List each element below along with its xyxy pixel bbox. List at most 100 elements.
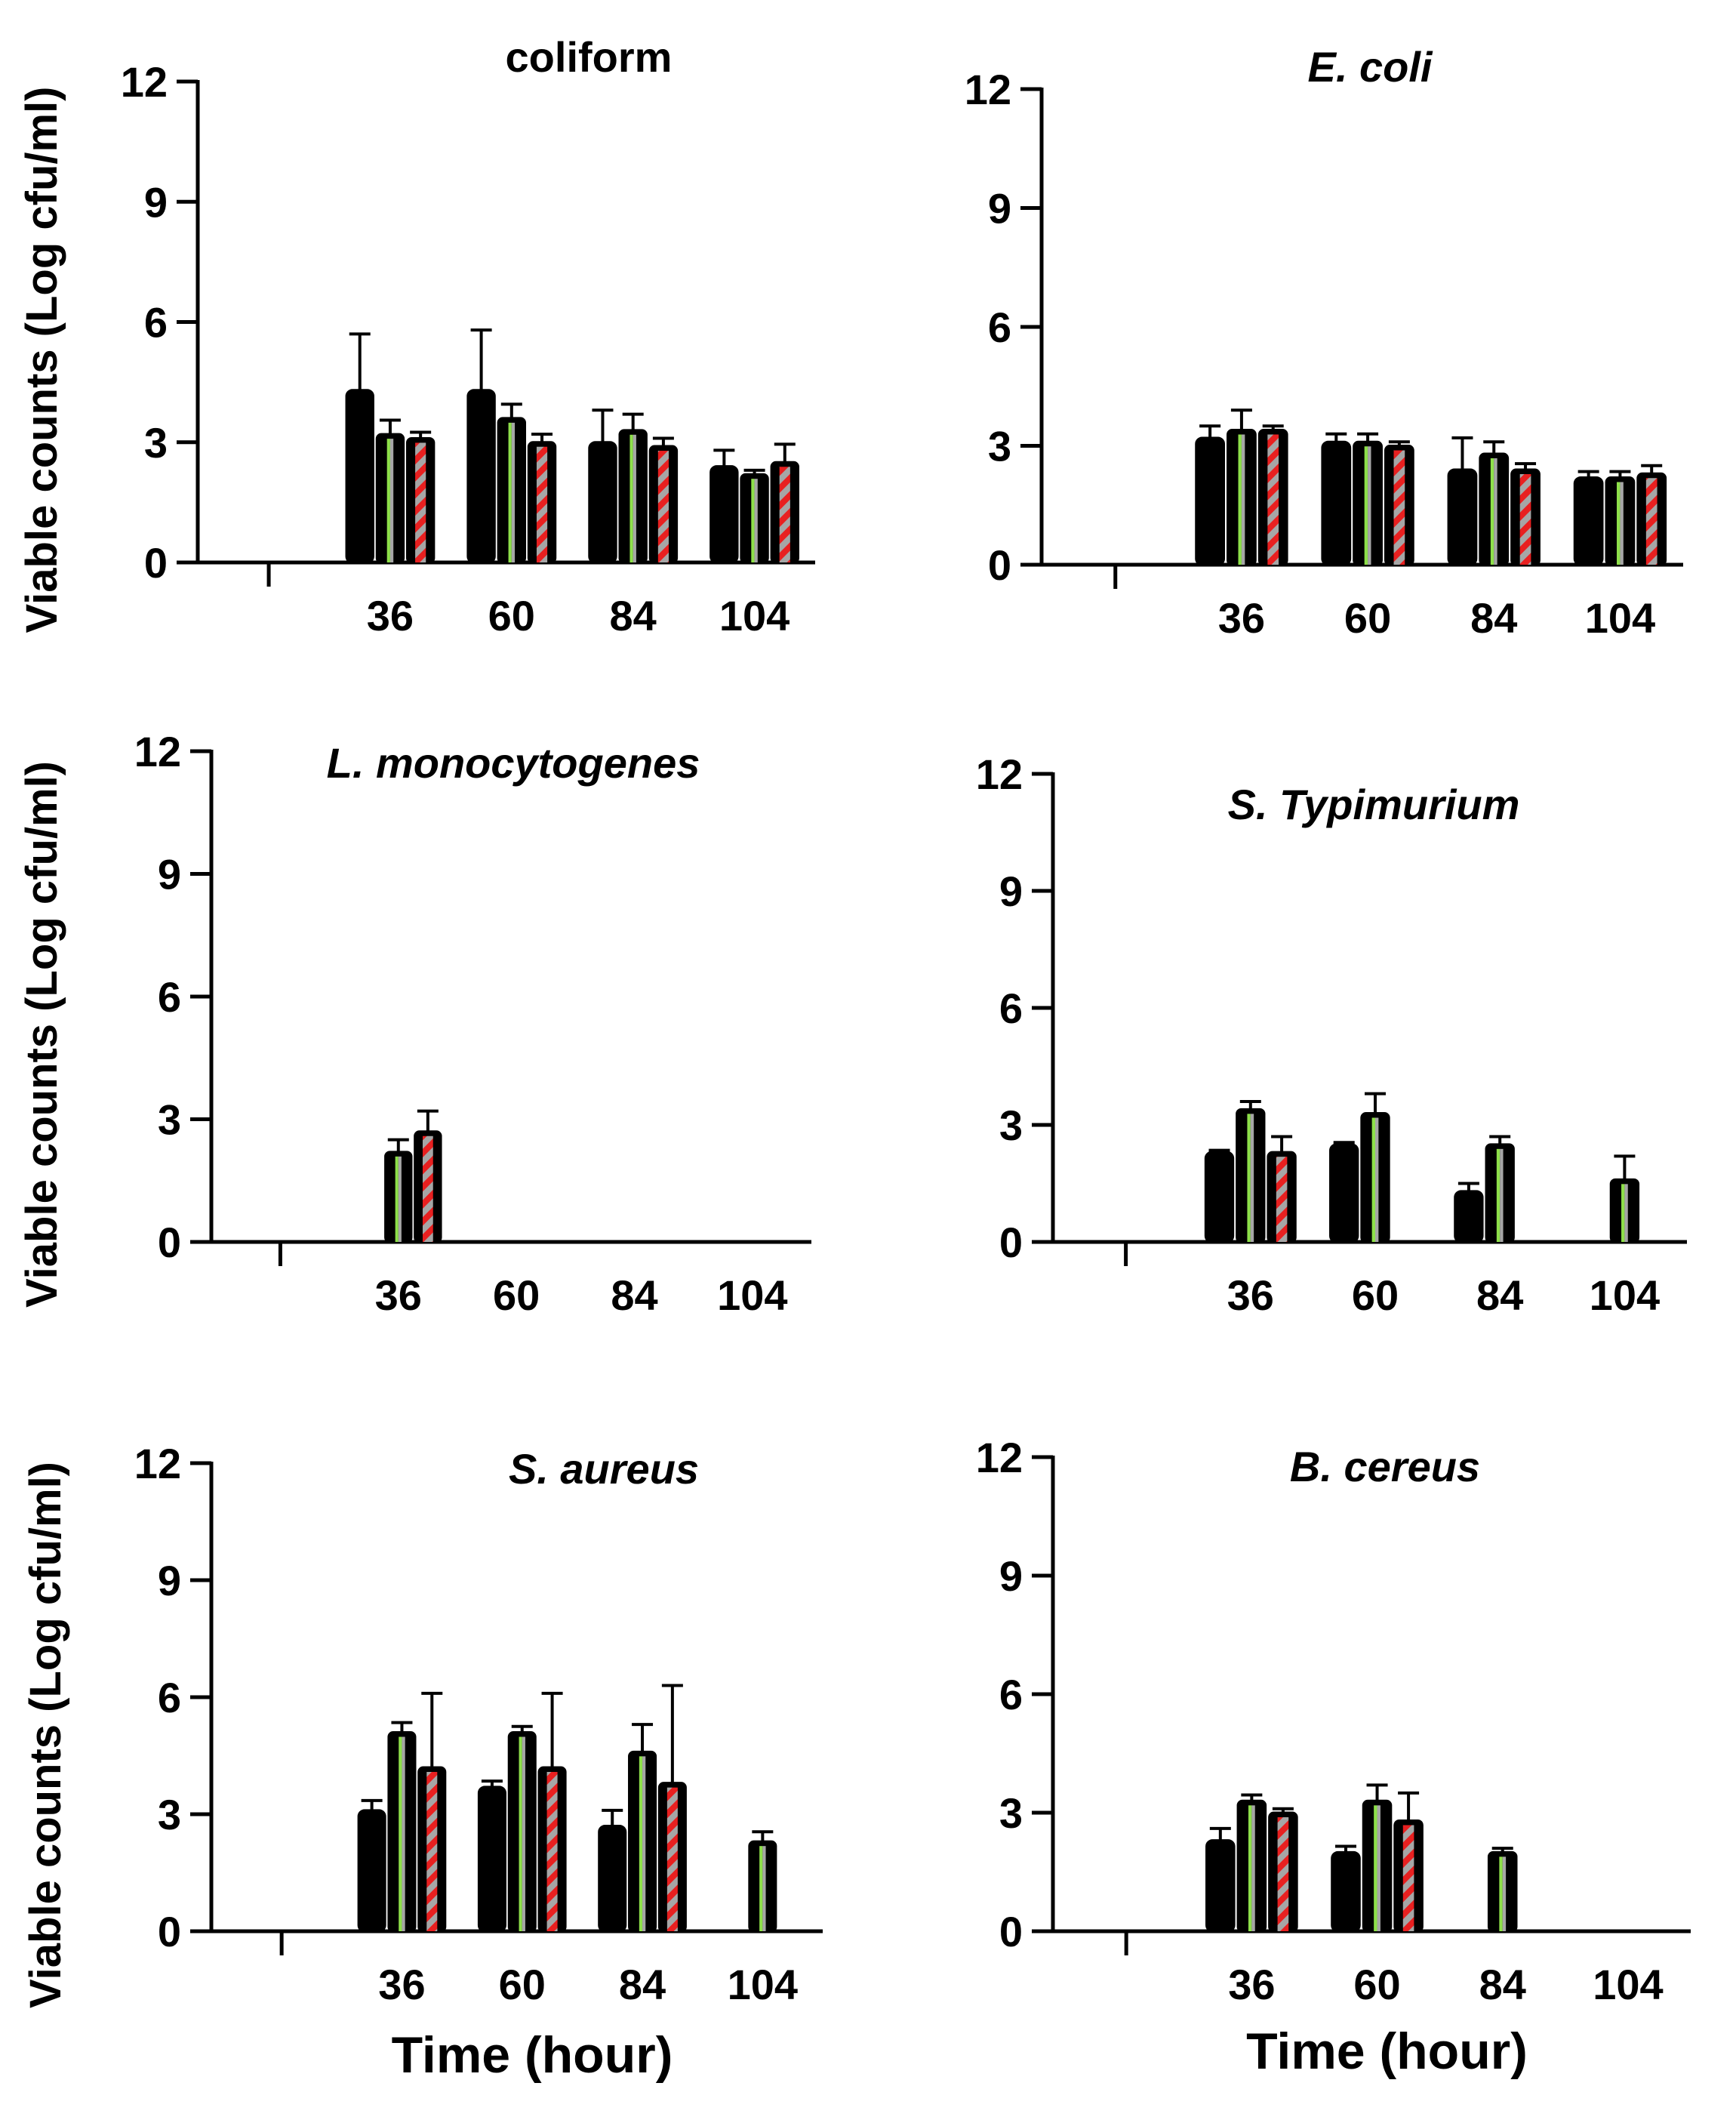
bar-hatch bbox=[1402, 1825, 1414, 1931]
x-tick-label: 36 bbox=[1227, 1271, 1274, 1319]
bar-stripe-green bbox=[1617, 482, 1621, 565]
bar bbox=[1573, 476, 1604, 566]
x-tick-label: 104 bbox=[717, 1271, 787, 1319]
bar bbox=[709, 465, 739, 564]
y-tick-label: 3 bbox=[158, 1096, 181, 1144]
bar-stripe-grey bbox=[1494, 458, 1497, 565]
x-tick-label: 36 bbox=[367, 592, 414, 639]
bar-hatch bbox=[546, 1772, 558, 1931]
bar-stripe-green bbox=[1621, 1184, 1625, 1242]
bar-stripe-grey bbox=[1500, 1148, 1504, 1242]
bar-stripe-grey bbox=[1241, 434, 1245, 565]
bar-stripe-green bbox=[508, 422, 512, 562]
x-tick-label: 104 bbox=[1593, 1961, 1663, 2008]
y-tick-label: 0 bbox=[999, 1219, 1023, 1266]
y-tick-label: 12 bbox=[121, 58, 168, 106]
bar bbox=[588, 441, 617, 564]
y-tick-label: 3 bbox=[988, 423, 1011, 470]
bar-stripe-green bbox=[1248, 1805, 1252, 1931]
x-axis-label: Time (hour) bbox=[1246, 2023, 1528, 2080]
bar-stripe-grey bbox=[633, 434, 636, 562]
bar-hatch bbox=[1645, 478, 1658, 565]
y-tick-label: 0 bbox=[988, 541, 1011, 589]
x-tick-label: 60 bbox=[1344, 594, 1391, 642]
bar-stripe-grey bbox=[1502, 1856, 1507, 1931]
x-tick-label: 60 bbox=[493, 1271, 540, 1319]
bar-stripe-grey bbox=[522, 1736, 525, 1931]
bar-stripe-grey bbox=[762, 1846, 766, 1931]
y-axis-label: Viable counts (Log cfu/ml) bbox=[17, 761, 66, 1308]
x-tick-label: 84 bbox=[611, 1271, 657, 1319]
bar-stripe-green bbox=[759, 1846, 763, 1931]
bar-stripe-grey bbox=[1368, 446, 1371, 565]
chart-title: L. monocytogenes bbox=[327, 739, 700, 787]
bar-hatch bbox=[426, 1772, 438, 1931]
x-tick-label: 60 bbox=[1352, 1271, 1399, 1319]
y-tick-label: 3 bbox=[144, 419, 168, 467]
bar-stripe-green bbox=[1364, 446, 1368, 565]
x-tick-label: 84 bbox=[1470, 594, 1517, 642]
bar-stripe-grey bbox=[1377, 1805, 1380, 1931]
bar-stripe-green bbox=[1490, 458, 1494, 565]
y-tick-label: 9 bbox=[999, 1552, 1023, 1600]
x-tick-label: 104 bbox=[719, 592, 790, 639]
bar-stripe-green bbox=[519, 1736, 522, 1931]
y-axis-label: Viable counts (Log cfu/ml) bbox=[17, 87, 66, 633]
bar-stripe-grey bbox=[398, 1156, 402, 1242]
x-tick-label: 36 bbox=[1228, 1961, 1275, 2008]
y-tick-label: 6 bbox=[999, 984, 1023, 1032]
x-tick-label: 104 bbox=[1585, 594, 1655, 642]
bar bbox=[598, 1825, 627, 1933]
y-tick-label: 6 bbox=[158, 973, 181, 1021]
x-tick-label: 36 bbox=[375, 1271, 422, 1319]
bar-hatch bbox=[1277, 1817, 1289, 1931]
bar bbox=[1331, 1850, 1361, 1933]
bar bbox=[1195, 436, 1226, 566]
bar bbox=[477, 1786, 506, 1933]
y-tick-label: 9 bbox=[158, 851, 181, 898]
bar-hatch bbox=[1276, 1157, 1288, 1242]
bar-stripe-green bbox=[395, 1156, 399, 1242]
y-tick-label: 6 bbox=[158, 1674, 181, 1721]
y-tick-label: 3 bbox=[999, 1789, 1023, 1837]
x-tick-label: 36 bbox=[1218, 594, 1265, 642]
y-tick-label: 12 bbox=[134, 1440, 181, 1487]
bar-stripe-grey bbox=[754, 479, 758, 562]
y-tick-label: 0 bbox=[158, 1908, 181, 1955]
y-tick-label: 6 bbox=[999, 1671, 1023, 1718]
bar-hatch bbox=[422, 1135, 433, 1242]
y-tick-label: 12 bbox=[976, 750, 1023, 798]
bar-hatch bbox=[1267, 434, 1279, 565]
bar-hatch bbox=[536, 446, 548, 562]
y-tick-label: 3 bbox=[158, 1791, 181, 1838]
y-tick-label: 0 bbox=[999, 1908, 1023, 1955]
x-tick-label: 84 bbox=[610, 592, 657, 639]
bar-hatch bbox=[1519, 474, 1531, 565]
bar bbox=[345, 389, 374, 564]
bar bbox=[1454, 1190, 1484, 1243]
bar-hatch bbox=[666, 1787, 678, 1931]
y-tick-label: 6 bbox=[144, 299, 168, 347]
bar-stripe-grey bbox=[642, 1756, 646, 1931]
y-tick-label: 0 bbox=[158, 1219, 181, 1266]
y-tick-label: 12 bbox=[976, 1434, 1023, 1481]
bar bbox=[466, 389, 496, 564]
y-tick-label: 9 bbox=[158, 1557, 181, 1604]
bar-stripe-green bbox=[1247, 1114, 1251, 1242]
bar-hatch bbox=[657, 451, 669, 562]
x-tick-label: 104 bbox=[1590, 1271, 1660, 1319]
bar-hatch bbox=[779, 467, 790, 562]
y-tick-label: 9 bbox=[144, 178, 168, 226]
bar-hatch bbox=[415, 442, 426, 562]
bar bbox=[1205, 1839, 1236, 1933]
bar-stripe-green bbox=[751, 479, 755, 562]
bar-stripe-green bbox=[1374, 1805, 1377, 1931]
bar bbox=[1204, 1151, 1235, 1243]
chart-title: S. Typimurium bbox=[1228, 781, 1520, 828]
